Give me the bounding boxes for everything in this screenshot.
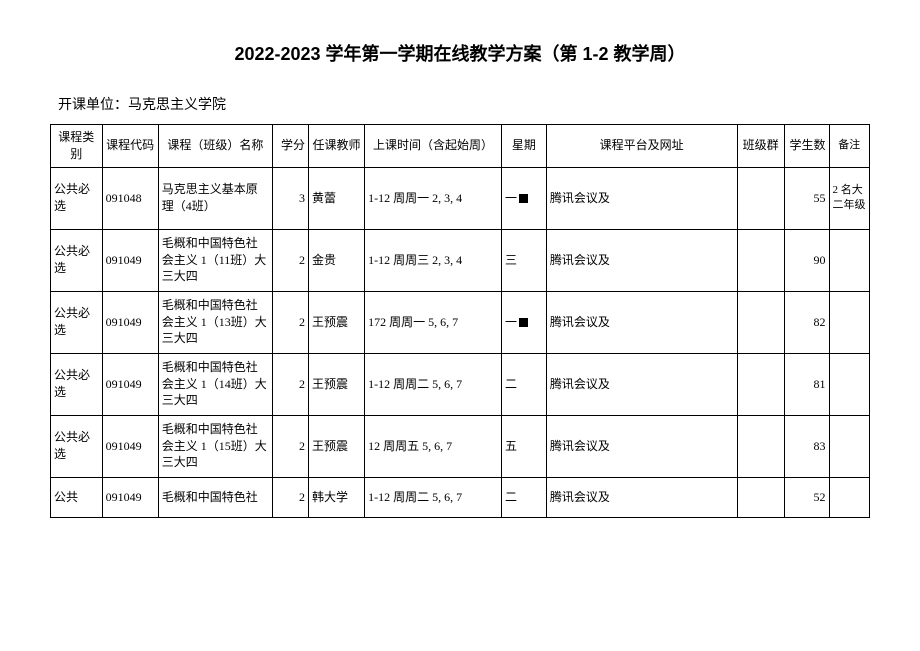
cell-code: 091049 xyxy=(102,291,158,353)
cell-students: 81 xyxy=(784,353,829,415)
cell-credit: 3 xyxy=(273,167,309,229)
cell-code: 091049 xyxy=(102,477,158,517)
cell-category: 公共必选 xyxy=(51,291,103,353)
table-row: 公共必选091049毛概和中国特色社会主义 1（11班）大三大四2金贵1-12 … xyxy=(51,229,870,291)
cell-name: 毛概和中国特色社 xyxy=(158,477,272,517)
table-row: 公共091049毛概和中国特色社2韩大学1-12 周周二 5, 6, 7二腾讯会… xyxy=(51,477,870,517)
cell-students: 82 xyxy=(784,291,829,353)
table-row: 公共必选091048马克思主义基本原理（4班）3黄蕾1-12 周周一 2, 3,… xyxy=(51,167,870,229)
cell-students: 55 xyxy=(784,167,829,229)
cell-group xyxy=(737,229,784,291)
cell-code: 091049 xyxy=(102,353,158,415)
cell-note xyxy=(829,229,869,291)
cell-teacher: 金贵 xyxy=(309,229,365,291)
cell-note xyxy=(829,415,869,477)
col-name: 课程（班级）名称 xyxy=(158,125,272,168)
cell-name: 毛概和中国特色社会主义 1（14班）大三大四 xyxy=(158,353,272,415)
cell-platform: 腾讯会议及 xyxy=(546,229,737,291)
col-students: 学生数 xyxy=(784,125,829,168)
cell-credit: 2 xyxy=(273,353,309,415)
cell-category: 公共必选 xyxy=(51,353,103,415)
cell-time: 1-12 周周三 2, 3, 4 xyxy=(365,229,502,291)
document-title: 2022-2023 学年第一学期在线教学方案（第 1-2 教学周） xyxy=(50,40,870,66)
col-group: 班级群 xyxy=(737,125,784,168)
cell-group xyxy=(737,291,784,353)
col-week: 星期 xyxy=(501,125,546,168)
cell-time: 172 周周一 5, 6, 7 xyxy=(365,291,502,353)
cell-name: 马克思主义基本原理（4班） xyxy=(158,167,272,229)
cell-credit: 2 xyxy=(273,291,309,353)
header-row: 课程类别 课程代码 课程（班级）名称 学分 任课教师 上课时间（含起始周） 星期… xyxy=(51,125,870,168)
cell-week: 一 xyxy=(501,291,546,353)
cell-teacher: 韩大学 xyxy=(309,477,365,517)
cell-students: 90 xyxy=(784,229,829,291)
document-subtitle: 开课单位：马克思主义学院 xyxy=(50,94,870,114)
table-row: 公共必选091049毛概和中国特色社会主义 1（14班）大三大四2王预震1-12… xyxy=(51,353,870,415)
cell-time: 1-12 周周二 5, 6, 7 xyxy=(365,477,502,517)
col-time: 上课时间（含起始周） xyxy=(365,125,502,168)
cell-students: 52 xyxy=(784,477,829,517)
cell-week: 二 xyxy=(501,477,546,517)
col-platform: 课程平台及网址 xyxy=(546,125,737,168)
cell-teacher: 黄蕾 xyxy=(309,167,365,229)
cell-time: 1-12 周周一 2, 3, 4 xyxy=(365,167,502,229)
cell-code: 091049 xyxy=(102,415,158,477)
cell-category: 公共 xyxy=(51,477,103,517)
cell-credit: 2 xyxy=(273,415,309,477)
cell-group xyxy=(737,477,784,517)
cell-platform: 腾讯会议及 xyxy=(546,477,737,517)
col-teacher: 任课教师 xyxy=(309,125,365,168)
cell-note xyxy=(829,353,869,415)
cell-group xyxy=(737,415,784,477)
cell-category: 公共必选 xyxy=(51,415,103,477)
cell-teacher: 王预震 xyxy=(309,291,365,353)
cell-name: 毛概和中国特色社会主义 1（15班）大三大四 xyxy=(158,415,272,477)
cell-code: 091048 xyxy=(102,167,158,229)
cell-platform: 腾讯会议及 xyxy=(546,353,737,415)
square-icon xyxy=(519,194,528,203)
col-category: 课程类别 xyxy=(51,125,103,168)
col-code: 课程代码 xyxy=(102,125,158,168)
course-table: 课程类别 课程代码 课程（班级）名称 学分 任课教师 上课时间（含起始周） 星期… xyxy=(50,124,870,518)
cell-teacher: 王预震 xyxy=(309,415,365,477)
table-row: 公共必选091049毛概和中国特色社会主义 1（13班）大三大四2王预震172 … xyxy=(51,291,870,353)
cell-week: 三 xyxy=(501,229,546,291)
col-note: 备注 xyxy=(829,125,869,168)
cell-week: 二 xyxy=(501,353,546,415)
cell-time: 12 周周五 5, 6, 7 xyxy=(365,415,502,477)
cell-note xyxy=(829,477,869,517)
cell-platform: 腾讯会议及 xyxy=(546,415,737,477)
square-icon xyxy=(519,318,528,327)
cell-group xyxy=(737,353,784,415)
cell-week: 一 xyxy=(501,167,546,229)
cell-group xyxy=(737,167,784,229)
cell-platform: 腾讯会议及 xyxy=(546,291,737,353)
cell-teacher: 王预震 xyxy=(309,353,365,415)
cell-category: 公共必选 xyxy=(51,229,103,291)
col-credit: 学分 xyxy=(273,125,309,168)
cell-name: 毛概和中国特色社会主义 1（11班）大三大四 xyxy=(158,229,272,291)
table-row: 公共必选091049毛概和中国特色社会主义 1（15班）大三大四2王预震12 周… xyxy=(51,415,870,477)
cell-code: 091049 xyxy=(102,229,158,291)
cell-note: 2 名大二年级 xyxy=(829,167,869,229)
cell-note xyxy=(829,291,869,353)
cell-credit: 2 xyxy=(273,229,309,291)
cell-category: 公共必选 xyxy=(51,167,103,229)
cell-students: 83 xyxy=(784,415,829,477)
cell-week: 五 xyxy=(501,415,546,477)
cell-credit: 2 xyxy=(273,477,309,517)
cell-name: 毛概和中国特色社会主义 1（13班）大三大四 xyxy=(158,291,272,353)
cell-platform: 腾讯会议及 xyxy=(546,167,737,229)
cell-time: 1-12 周周二 5, 6, 7 xyxy=(365,353,502,415)
